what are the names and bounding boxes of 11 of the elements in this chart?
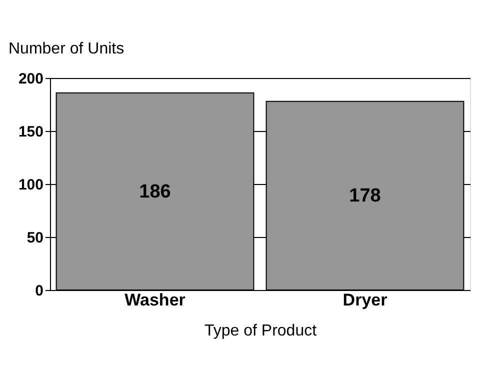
x-axis-title: Type of Product <box>204 322 318 340</box>
x-tick-label: Dryer <box>342 290 388 310</box>
y-tick-label: 100 <box>18 176 44 194</box>
y-tick-label: 50 <box>26 230 44 246</box>
y-axis-title: Number of Units <box>8 40 124 58</box>
data-label: 186 <box>139 181 171 202</box>
data-label: 178 <box>349 186 381 207</box>
y-tick-label: 150 <box>18 124 44 140</box>
y-tick-label: 0 <box>35 282 44 300</box>
y-tick-label: 200 <box>18 70 44 88</box>
x-tick-label: Washer <box>124 290 186 310</box>
